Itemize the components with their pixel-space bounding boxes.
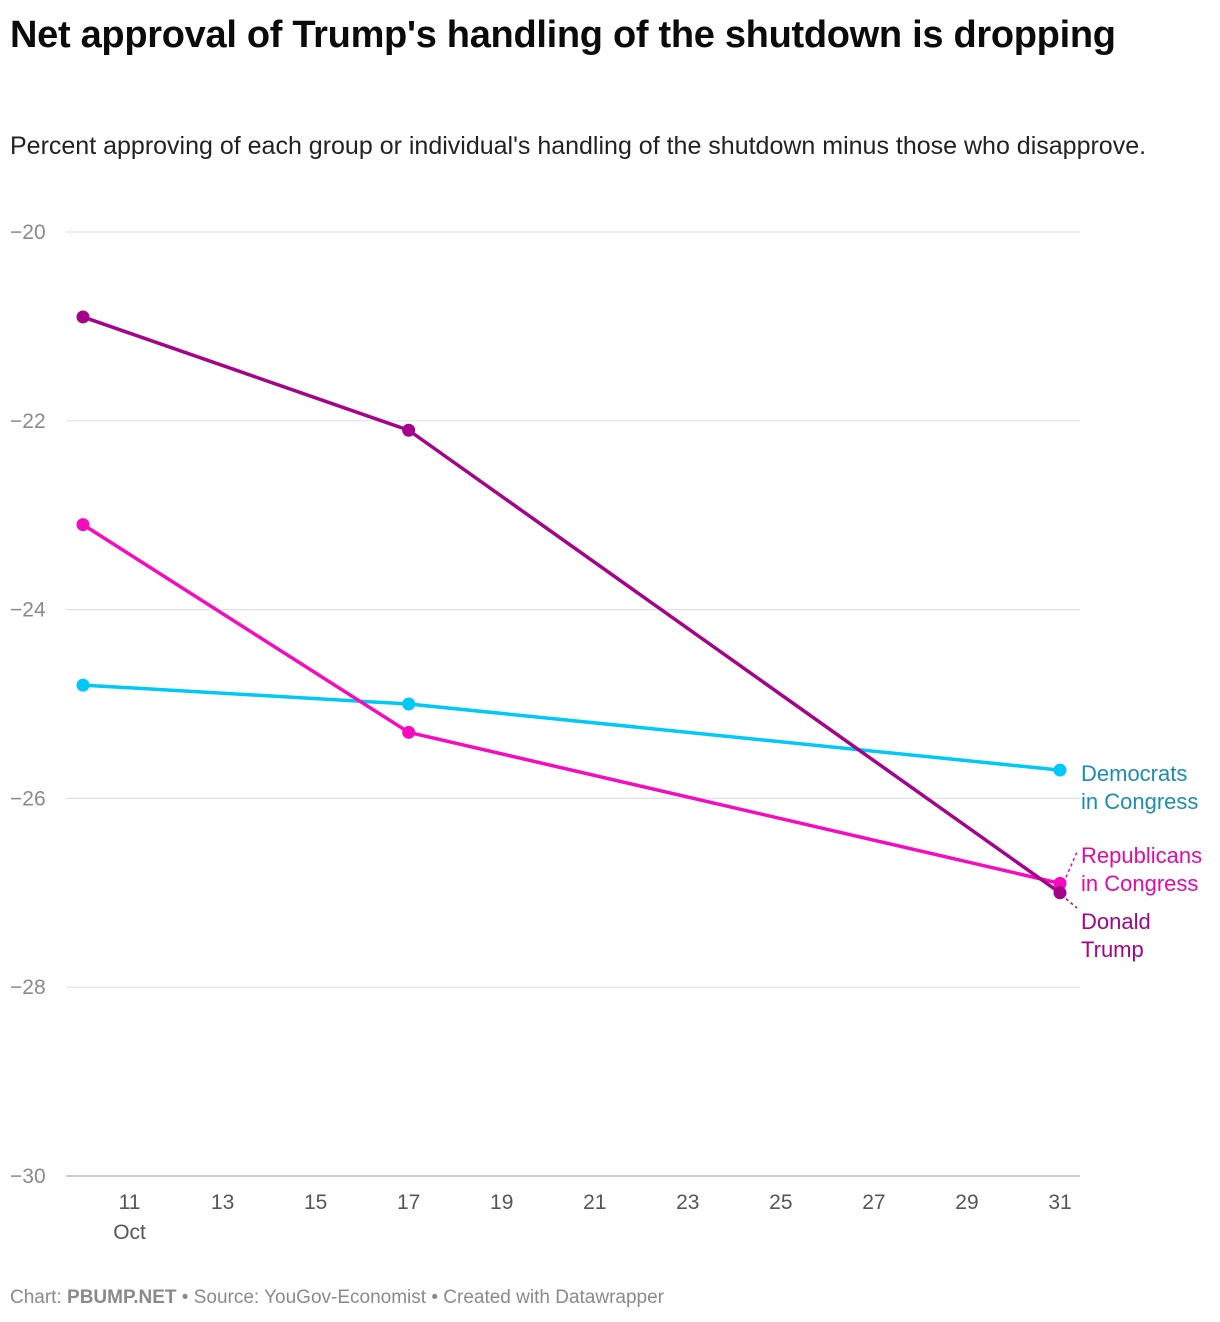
y-axis: −20 −22 −24 −26 −28 −30	[10, 221, 46, 1188]
chart-subtitle: Percent approving of each group or indiv…	[10, 132, 1147, 160]
x-axis: 11 13 15 17 19 21 23 25 27 29 31 Oct	[113, 1191, 1071, 1244]
data-point	[76, 518, 90, 532]
footer-chart-prefix: Chart:	[10, 1287, 68, 1308]
series-label: Trump	[1081, 937, 1144, 962]
x-tick-label: 13	[211, 1191, 234, 1214]
x-tick-label: 27	[862, 1191, 885, 1214]
data-point	[76, 678, 90, 692]
y-tick-label: −20	[10, 221, 46, 244]
data-point	[76, 310, 90, 324]
data-point	[402, 697, 416, 711]
data-point	[402, 423, 416, 437]
x-tick-label: 21	[583, 1191, 606, 1214]
x-tick-label: 23	[676, 1191, 699, 1214]
data-point	[1053, 876, 1067, 890]
label-connector	[1065, 851, 1078, 878]
series-label: Donald	[1081, 909, 1151, 934]
x-tick-label: 15	[304, 1191, 327, 1214]
x-tick-label: 25	[769, 1191, 792, 1214]
series-label: Republicans	[1081, 843, 1202, 868]
gridlines	[66, 231, 1080, 1177]
label-connector	[1065, 898, 1078, 909]
y-tick-label: −22	[10, 410, 46, 433]
chart-title: Net approval of Trump's handling of the …	[10, 14, 1116, 56]
y-tick-label: −24	[10, 599, 46, 622]
series-line	[81, 522, 1062, 886]
footer-source[interactable]: Source: YouGov-Economist	[193, 1287, 427, 1308]
series-labels: Democrats in Congress Republicans in Congre…	[1065, 761, 1202, 962]
x-month-label: Oct	[113, 1221, 146, 1244]
data-point	[402, 725, 416, 739]
series-label: in Congress	[1081, 871, 1198, 896]
series-line	[81, 683, 1062, 772]
footer-chart-by[interactable]: PBUMP.NET	[67, 1287, 177, 1308]
data-point	[1053, 886, 1067, 900]
x-tick-label: 19	[490, 1191, 513, 1214]
chart-footer: Chart: PBUMP.NET • Source: YouGov-Econom…	[10, 1287, 664, 1309]
series-label: Democrats	[1081, 761, 1187, 786]
series-label: in Congress	[1081, 789, 1198, 814]
x-tick-label: 17	[397, 1191, 420, 1214]
y-tick-label: −26	[10, 787, 46, 810]
series-line	[81, 315, 1062, 895]
series-lines	[76, 310, 1067, 900]
x-tick-label: 29	[955, 1191, 978, 1214]
footer-created-with[interactable]: Created with Datawrapper	[443, 1287, 664, 1308]
x-tick-label: 11	[119, 1191, 141, 1214]
y-tick-label: −30	[10, 1165, 46, 1188]
data-point	[1053, 763, 1067, 777]
y-tick-label: −28	[10, 976, 46, 999]
footer-separator: •	[176, 1287, 194, 1308]
x-tick-label: 31	[1048, 1191, 1071, 1214]
footer-separator: •	[426, 1287, 444, 1308]
